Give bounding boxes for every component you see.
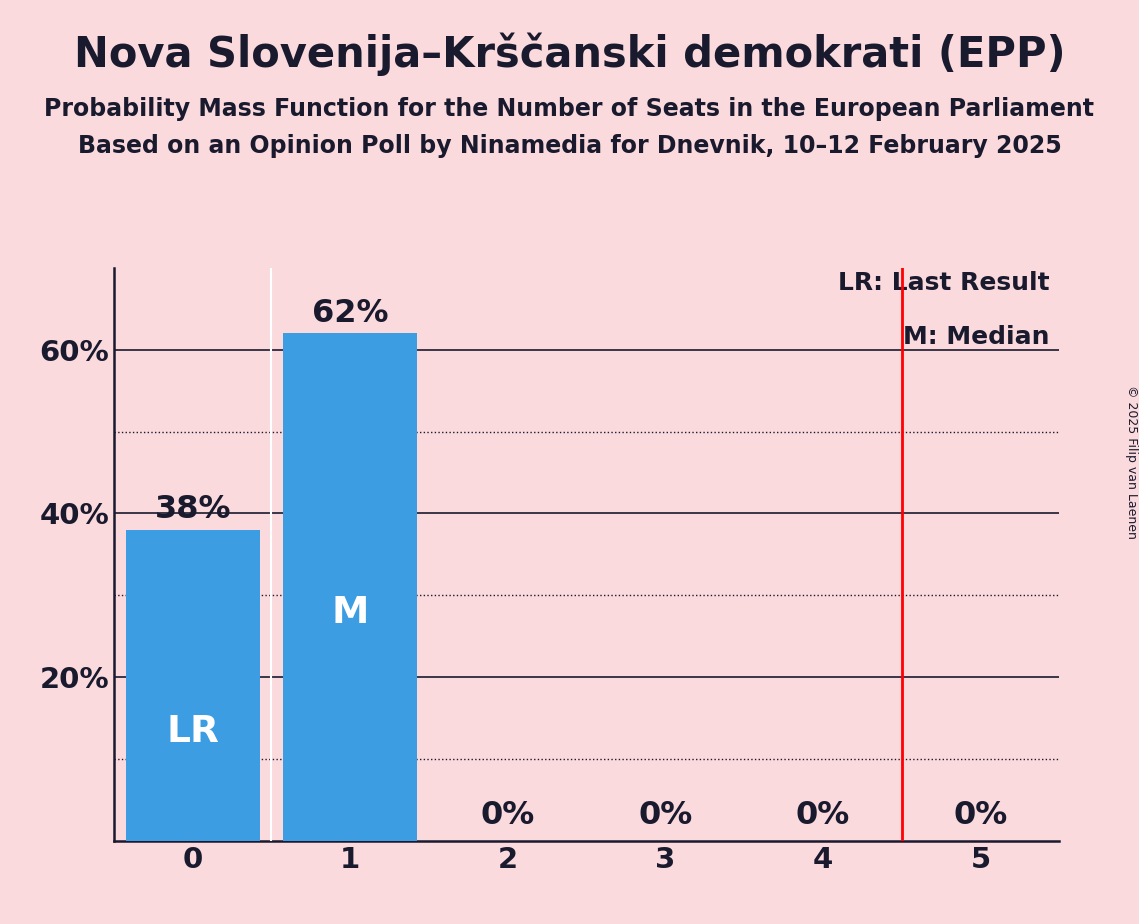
Text: 62%: 62%	[312, 298, 388, 329]
Text: LR: Last Result: LR: Last Result	[838, 271, 1050, 295]
Text: 0%: 0%	[638, 800, 693, 831]
Text: M: M	[331, 594, 369, 630]
Text: LR: LR	[166, 714, 219, 750]
Text: 0%: 0%	[953, 800, 1008, 831]
Text: 0%: 0%	[481, 800, 535, 831]
Bar	[125, 529, 260, 841]
Text: Nova Slovenija–Krščanski demokrati (EPP): Nova Slovenija–Krščanski demokrati (EPP)	[74, 32, 1065, 76]
Text: M: Median: M: Median	[903, 325, 1050, 349]
Text: Based on an Opinion Poll by Ninamedia for Dnevnik, 10–12 February 2025: Based on an Opinion Poll by Ninamedia fo…	[77, 134, 1062, 158]
Text: Probability Mass Function for the Number of Seats in the European Parliament: Probability Mass Function for the Number…	[44, 97, 1095, 121]
Text: © 2025 Filip van Laenen: © 2025 Filip van Laenen	[1124, 385, 1138, 539]
Text: 38%: 38%	[155, 494, 231, 525]
Text: 0%: 0%	[796, 800, 850, 831]
Bar	[284, 334, 417, 841]
